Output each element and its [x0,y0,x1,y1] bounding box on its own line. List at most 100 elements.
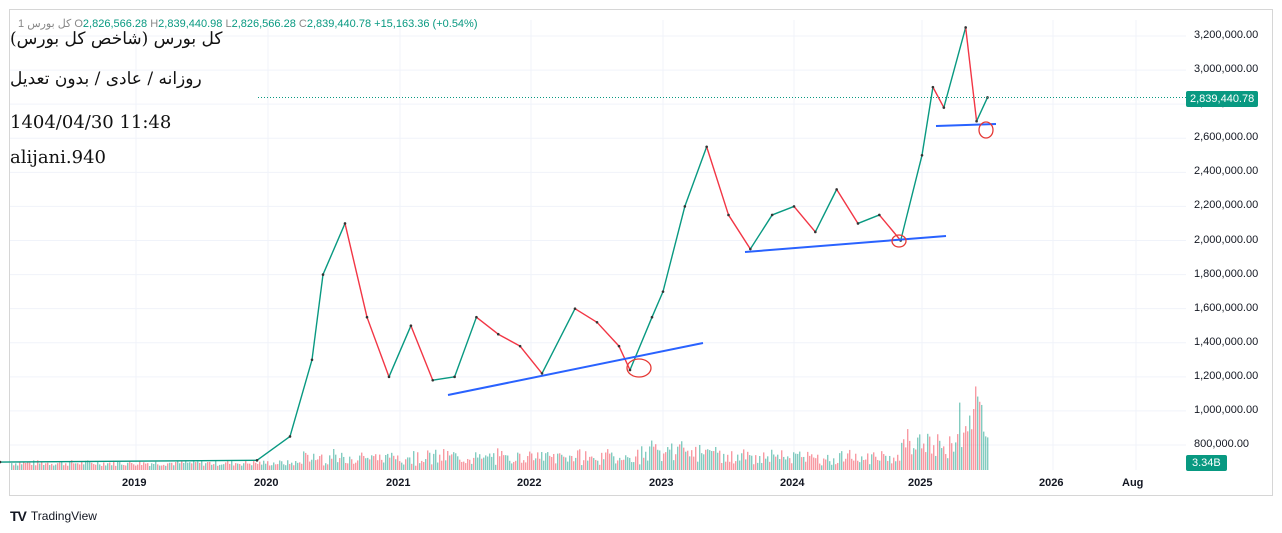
volume-bar [471,463,473,470]
volume-bar [769,461,771,470]
volume-bar [761,463,763,470]
volume-bar [137,464,139,470]
volume-bar [831,464,833,470]
chart-frame[interactable] [9,9,1273,496]
volume-bar [83,464,85,470]
volume-bar [311,459,313,470]
volume-bar [713,451,715,470]
x-tick-label: Aug [1122,477,1144,489]
volume-bar [979,401,981,470]
volume-bar [289,463,291,470]
volume-bar [723,453,725,470]
x-tick-label: 2025 [908,477,933,489]
volume-bar [351,459,353,470]
volume-bar [349,456,351,470]
volume-bar [407,457,409,470]
volume-bar [215,460,217,470]
price-point [475,315,478,319]
volume-bar [263,460,265,470]
volume-bar [45,463,47,470]
volume-bar [277,464,279,470]
volume-bar [821,465,823,470]
volume-bar [525,462,527,470]
volume-bar [755,455,757,470]
volume-bar [325,463,327,470]
volume-bar [879,460,881,470]
volume-bar [799,451,801,470]
volume-bar [359,455,361,470]
volume-bar [843,461,845,470]
volume-bar [231,460,233,470]
x-tick-label: 2024 [780,477,805,489]
volume-bar [577,450,579,470]
volume-bar [649,446,651,470]
trendline-2023-2024 [744,235,947,253]
volume-bar [143,462,145,470]
volume-bar [565,457,567,470]
volume-bar [73,463,75,470]
price-point [942,106,946,109]
x-tick-label: 2020 [254,477,279,489]
volume-bar [563,456,565,470]
volume-bar [571,455,573,470]
volume-bar [297,462,299,470]
volume-bar [467,458,469,470]
volume-bar [773,454,775,470]
watermark-title: کل بورس (شاخص کل بورس) [10,29,223,49]
price-point [661,290,665,293]
volume-bar [269,465,271,470]
volume-bar [515,460,517,470]
volume-bar [449,455,451,470]
price-segment [836,189,859,224]
volume-bar [735,461,737,470]
volume-bar [265,463,267,470]
volume-bar [645,451,647,470]
price-point [975,119,978,123]
volume-bar [253,460,255,470]
price-point [518,344,522,348]
volume-bar [691,450,693,470]
volume-bar [461,461,463,470]
volume-bar [107,463,109,470]
volume-bar [427,450,429,470]
volume-bar [421,460,423,470]
volume-bar [67,465,69,470]
volume-bar [339,458,341,470]
volume-bar [623,459,625,470]
volume-bar [853,460,855,470]
volume-bar [891,463,893,470]
volume-bar [175,462,177,470]
volume-bar [639,464,641,470]
volume-bar [699,444,701,470]
trendline-2025 [935,123,997,127]
volume-bar [91,462,93,470]
price-point [540,372,544,375]
volume-bar [489,453,491,470]
volume-bar [513,461,515,470]
volume-bar [921,448,923,470]
volume-bar [791,463,793,470]
price-segment [964,27,978,122]
volume-bar [27,461,29,470]
volume-bar [419,463,421,470]
volume-bar [803,456,805,470]
y-tick-label: 2,600,000.00 [1194,131,1259,144]
volume-bar [249,463,251,470]
volume-bar [459,459,461,470]
price-segment [662,206,686,292]
high-label: H [150,18,159,30]
volume-bar [479,454,481,470]
volume-bar [415,465,417,470]
volume-bar [967,431,969,470]
volume-bar [701,453,703,470]
volume-bar [115,465,117,470]
volume-bar [929,436,931,470]
volume-bar [781,450,783,470]
volume-bar [105,465,107,470]
tradingview-logo[interactable]: TV TradingView [10,508,97,524]
price-segment [322,223,346,275]
volume-bar [443,449,445,470]
price-segment [793,205,816,233]
volume-bar [793,452,795,470]
